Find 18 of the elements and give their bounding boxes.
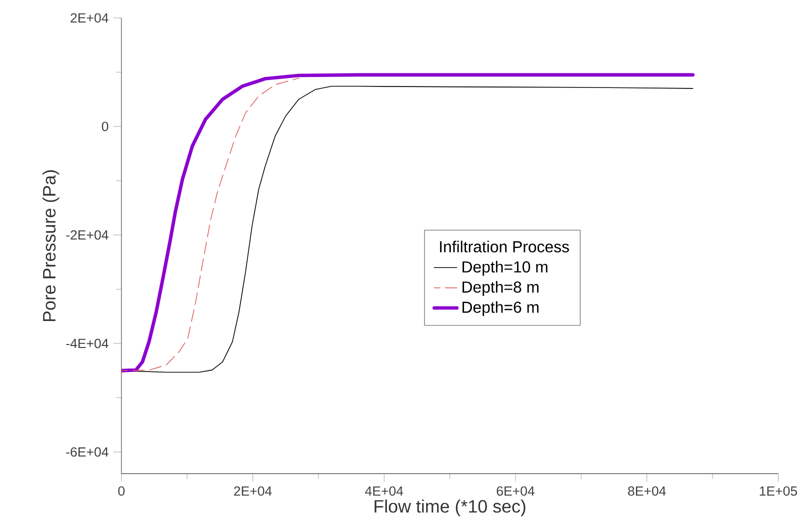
x-axis-title: Flow time (*10 sec) <box>374 499 526 516</box>
y-tick-label: -4E+04 <box>66 338 108 348</box>
x-tick-label: 0 <box>118 486 125 496</box>
y-tick-label: -6E+04 <box>66 447 108 456</box>
y-tick-label: 2E+04 <box>70 13 108 22</box>
x-tick-label: 4E+04 <box>365 486 404 496</box>
y-tick-label: 0 <box>102 122 108 131</box>
x-tick-label: 6E+04 <box>496 486 534 496</box>
x-tick-label: 1E+05 <box>760 486 798 496</box>
legend-label: Depth=10 m <box>462 260 548 276</box>
y-axis-title: Pore Pressure (Pa) <box>42 170 60 321</box>
legend-label: Depth=6 m <box>462 300 539 316</box>
line-series <box>121 78 300 371</box>
y-tick-label: -2E+04 <box>66 230 108 240</box>
x-tick-label: 8E+04 <box>628 486 666 496</box>
legend-title: Infiltration Process <box>440 240 569 252</box>
legend-label: Depth=8 m <box>462 280 539 296</box>
x-tick-label: 2E+04 <box>234 486 272 496</box>
